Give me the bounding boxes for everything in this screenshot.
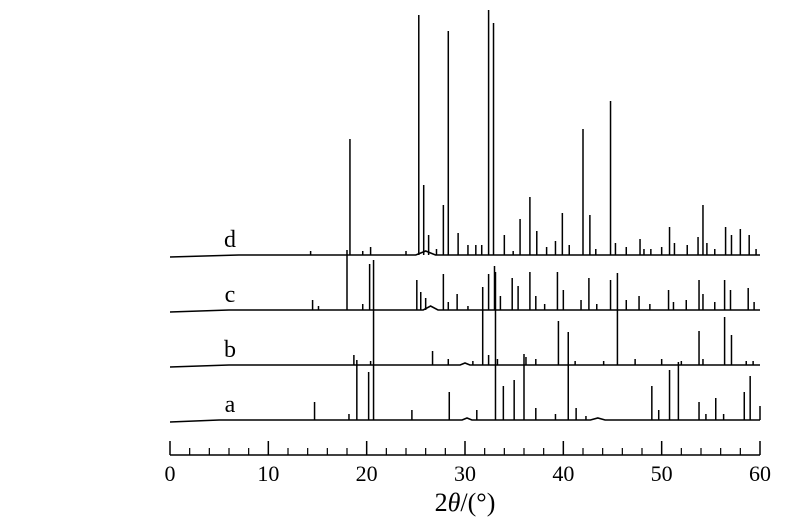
series-b: b xyxy=(170,273,760,367)
series-label-b: b xyxy=(224,337,236,363)
series-d: d xyxy=(170,10,760,257)
baseline-d xyxy=(170,251,760,257)
tick-label: 0 xyxy=(165,461,176,486)
baseline-b xyxy=(170,363,760,367)
baseline-a xyxy=(170,418,760,422)
series-c: c xyxy=(170,250,760,312)
series-a: a xyxy=(170,260,760,422)
baseline-c xyxy=(170,306,760,312)
xrd-plot: a b c d 0 10 20 30 40 50 60 2θ/(°) xyxy=(0,0,800,525)
tick-label: 20 xyxy=(356,461,378,486)
tick-label: 40 xyxy=(552,461,574,486)
tick-label: 60 xyxy=(749,461,771,486)
tick-label: 30 xyxy=(454,461,476,486)
tick-label: 10 xyxy=(257,461,279,486)
series-label-c: c xyxy=(225,282,236,308)
series-label-a: a xyxy=(225,392,236,418)
tick-label: 50 xyxy=(651,461,673,486)
series-label-d: d xyxy=(224,227,236,253)
xaxis-title: 2θ/(°) xyxy=(435,488,496,517)
